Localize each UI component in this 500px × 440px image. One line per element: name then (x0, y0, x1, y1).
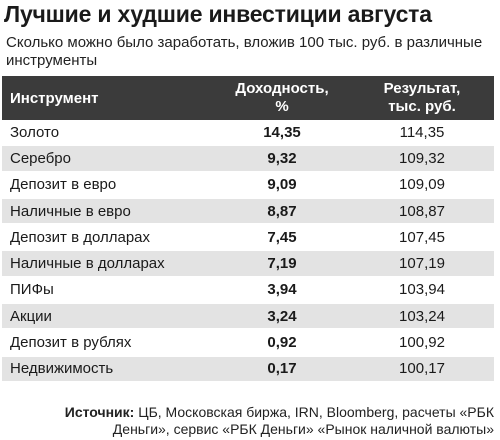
subtitle: Сколько можно было заработать, вложив 10… (6, 34, 483, 69)
header-yield-line2: % (275, 98, 289, 115)
cell-instrument: ПИФы (10, 281, 54, 299)
header-yield-line1: Доходность, (235, 80, 329, 97)
cell-yield: 8,87 (267, 202, 297, 220)
cell-yield: 7,19 (267, 255, 297, 273)
table-body: Золото 14,35 114,35 Серебро 9,32 109,32 Депози… (2, 120, 494, 383)
cell-yield: 14,35 (263, 123, 301, 141)
cell-instrument: Серебро (10, 149, 71, 167)
header-result-line2: тыс. руб. (388, 98, 456, 115)
source-label: Источник: (64, 404, 135, 420)
cell-result: 109,32 (399, 149, 445, 167)
table-row: Депозит в евро 9,09 109,09 (2, 172, 494, 199)
cell-result: 103,94 (399, 281, 445, 299)
cell-instrument: Депозит в рублях (10, 334, 132, 352)
cell-instrument: Акции (10, 307, 52, 325)
table-row: Депозит в долларах 7,45 107,45 (2, 225, 494, 252)
header-result-line1: Результат, (383, 80, 461, 97)
table-row: Наличные в долларах 7,19 107,19 (2, 251, 494, 278)
table-row: Депозит в рублях 0,92 100,92 (2, 330, 494, 357)
cell-instrument: Наличные в евро (10, 202, 131, 220)
cell-result: 107,45 (399, 228, 445, 246)
cell-instrument: Депозит в евро (10, 176, 117, 194)
header-instrument: Инструмент (10, 89, 99, 107)
cell-yield: 9,32 (267, 149, 297, 167)
table-row: Наличные в евро 8,87 108,87 (2, 198, 494, 226)
cell-instrument: Наличные в долларах (10, 255, 165, 273)
cell-instrument: Золото (10, 123, 60, 141)
cell-result: 103,24 (399, 307, 445, 325)
cell-result: 100,17 (399, 360, 445, 378)
cell-result: 108,87 (399, 202, 445, 220)
cell-yield: 9,09 (267, 176, 297, 194)
table-header: Инструмент Доходность, % Результат, тыс.… (2, 76, 494, 120)
cell-yield: 3,94 (267, 281, 297, 299)
cell-yield: 0,17 (267, 360, 297, 378)
investments-table: Инструмент Доходность, % Результат, тыс.… (2, 76, 494, 383)
cell-yield: 0,92 (267, 334, 297, 352)
table-row: Недвижимость 0,17 100,17 (2, 356, 494, 383)
source-note: Источник: ЦБ, Московская биржа, IRN, Blo… (14, 404, 494, 438)
table-row: Серебро 9,32 109,32 (2, 146, 494, 173)
cell-result: 100,92 (399, 334, 445, 352)
table-row: Акции 3,24 103,24 (2, 304, 494, 331)
cell-yield: 3,24 (267, 307, 297, 325)
table-row: Золото 14,35 114,35 (2, 120, 494, 147)
header-result: Результат, тыс. руб. (350, 80, 494, 116)
cell-yield: 7,45 (267, 228, 297, 246)
source-text: ЦБ, Московская биржа, IRN, Bloomberg, ра… (112, 404, 494, 437)
page-title: Лучшие и худшие инвестиции августа (4, 1, 432, 27)
cell-result: 114,35 (399, 123, 445, 141)
table-row: ПИФы 3,94 103,94 (2, 277, 494, 305)
cell-result: 109,09 (399, 176, 445, 194)
cell-result: 107,19 (399, 255, 445, 273)
cell-instrument: Депозит в долларах (10, 228, 151, 246)
header-yield: Доходность, % (214, 80, 350, 116)
cell-instrument: Недвижимость (10, 360, 114, 378)
